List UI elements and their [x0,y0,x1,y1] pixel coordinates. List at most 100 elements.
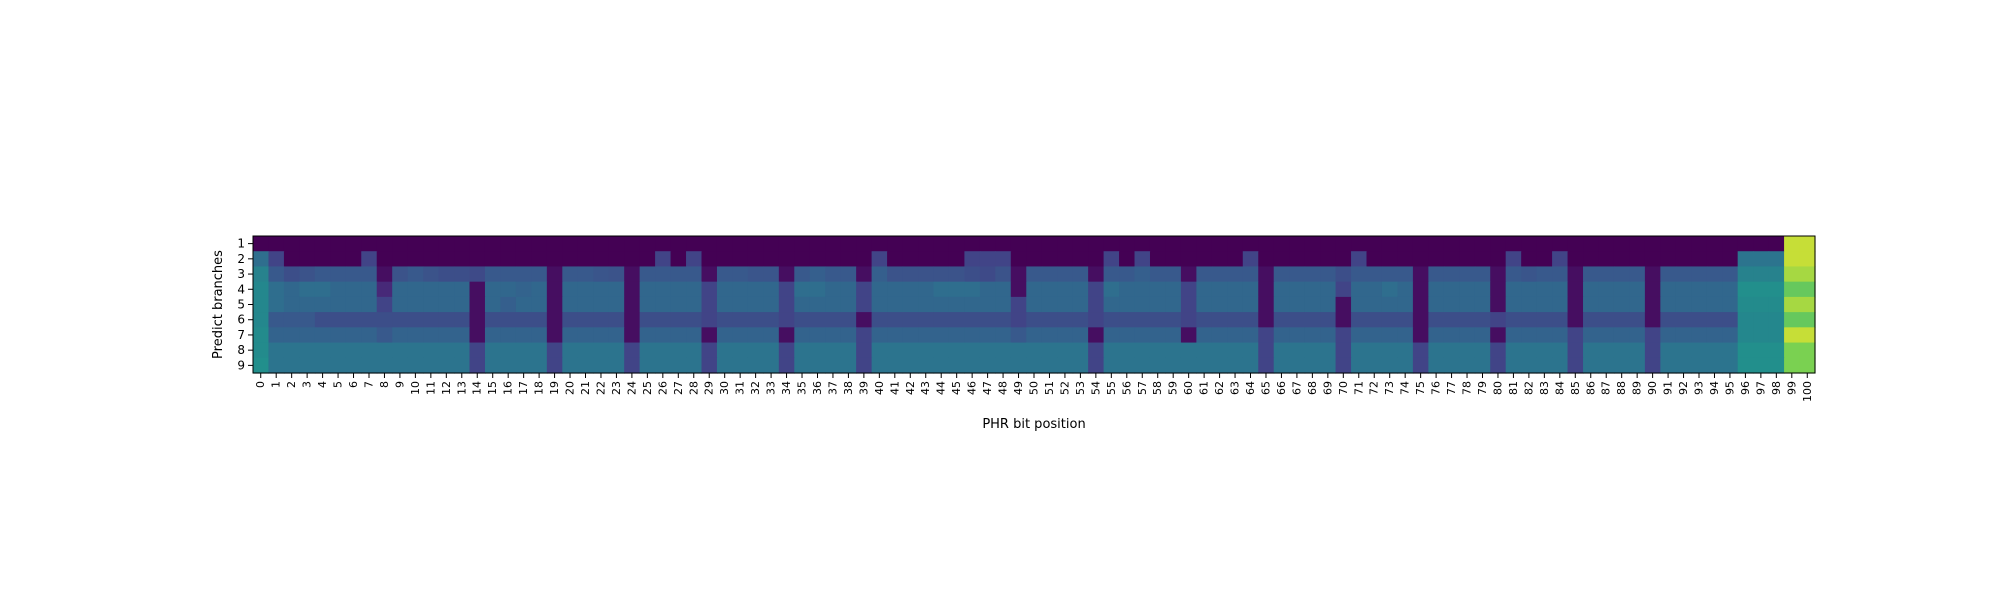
heatmap-cell [1505,251,1522,268]
x-tick-label: 21 [579,381,592,395]
heatmap-cells [253,236,1816,374]
heatmap-cell [1165,327,1182,344]
heatmap-cell [469,312,486,328]
heatmap-cell [918,251,935,268]
heatmap-cell [825,312,842,328]
heatmap-cell [1041,281,1058,298]
heatmap-cell [1799,251,1816,268]
heatmap-cell [778,251,795,268]
heatmap-cell [902,312,919,328]
heatmap-cell [732,281,749,298]
heatmap-cell [1768,327,1785,344]
heatmap-cell [639,312,656,328]
heatmap-cell [995,251,1012,268]
x-tick-label: 96 [1739,381,1752,395]
heatmap-cell [1412,236,1429,252]
heatmap-cell [1088,357,1105,374]
heatmap-cell [515,251,532,268]
heatmap-cell [1490,251,1507,268]
heatmap-cell [1026,236,1043,252]
heatmap-cell [948,281,966,298]
heatmap-cell [1026,296,1043,313]
heatmap-cell [1134,236,1151,252]
heatmap-cell [1443,236,1460,252]
heatmap-cell [964,251,981,268]
heatmap-cell [1119,236,1136,252]
heatmap-cell [1258,266,1275,283]
heatmap-cell [314,296,331,313]
heatmap-cell [1613,296,1631,313]
heatmap-cell [639,236,656,252]
heatmap-cell [1722,251,1739,268]
heatmap-cell [1567,357,1584,374]
heatmap-cell [1552,281,1569,298]
heatmap-cell [500,296,517,313]
heatmap-cell [1211,327,1228,344]
heatmap-cell [593,327,610,344]
heatmap-cell [1057,251,1074,268]
heatmap-cell [500,236,517,252]
heatmap-cell [1041,327,1058,344]
heatmap-cell [639,296,656,313]
heatmap-cell [1381,357,1399,374]
heatmap-cell [964,342,981,359]
heatmap-cell [1397,251,1414,268]
heatmap-cell [1583,312,1600,328]
heatmap-cell [1536,312,1553,328]
heatmap-cell [1644,266,1661,283]
heatmap-cell [1026,251,1043,268]
heatmap-cell [732,266,749,283]
x-tick-label: 72 [1368,381,1381,395]
heatmap-cell [299,251,316,268]
heatmap-cell [1412,296,1429,313]
heatmap-cell [1784,327,1801,344]
heatmap-cell [1753,342,1770,359]
heatmap-cell [454,342,471,359]
x-tick-label: 1 [270,381,283,388]
heatmap-cell [1459,281,1476,298]
heatmap-cell [1675,327,1692,344]
heatmap-cell [871,296,888,313]
heatmap-cell [701,342,718,359]
heatmap-cell [1227,281,1244,298]
heatmap-cell [1057,266,1074,283]
heatmap-cell [1273,327,1290,344]
heatmap-cell [608,312,625,328]
heatmap-cell [1088,251,1105,268]
x-tick-label: 32 [749,381,762,395]
heatmap-cell [376,342,393,359]
heatmap-cell [577,342,594,359]
heatmap-cell [1320,312,1337,328]
heatmap-cell [794,266,811,283]
heatmap-cell [1474,266,1491,283]
heatmap-cell [747,312,764,328]
heatmap-cell [1119,312,1136,328]
heatmap-cell [1675,281,1692,298]
heatmap-cell [1397,342,1414,359]
heatmap-cell [376,236,393,252]
heatmap-cell [608,327,625,344]
heatmap-cell [840,312,857,328]
heatmap-cell [1737,281,1754,298]
heatmap-cell [1304,296,1321,313]
heatmap-cell [763,251,780,268]
heatmap-cell [407,236,424,252]
heatmap-cell [1010,236,1027,252]
x-tick-label: 36 [811,381,824,395]
heatmap-cell [1521,251,1538,268]
heatmap-cell [1706,236,1723,252]
heatmap-cell [1490,281,1507,298]
heatmap-cell [438,266,455,283]
heatmap-cell [979,296,996,313]
x-tick-label: 89 [1631,381,1644,395]
heatmap-cell [1366,342,1383,359]
heatmap-cell [1134,357,1151,374]
heatmap-cell [1644,296,1661,313]
heatmap-cell [655,342,672,359]
heatmap-cell [856,357,873,374]
heatmap-cell [732,342,749,359]
heatmap-cell [1149,281,1167,298]
heatmap-cell [562,266,579,283]
heatmap-cell [1088,312,1105,328]
